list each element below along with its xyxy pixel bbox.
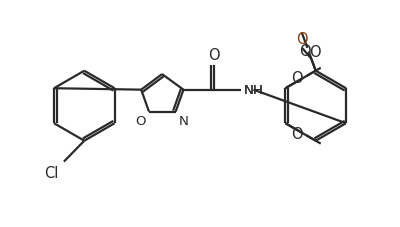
Text: N: N [179, 114, 189, 127]
Text: Cl: Cl [44, 166, 58, 181]
Text: O: O [292, 71, 303, 86]
Text: O: O [309, 45, 320, 60]
Text: O: O [208, 48, 220, 63]
Text: O: O [136, 114, 146, 127]
Text: NH: NH [243, 84, 263, 97]
Text: O: O [292, 126, 303, 141]
Text: O: O [299, 44, 310, 59]
Text: O: O [297, 32, 308, 47]
Text: NH: NH [243, 84, 263, 97]
